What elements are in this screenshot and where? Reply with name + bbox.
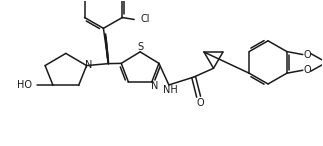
Text: O: O [197, 98, 204, 108]
Text: N: N [151, 81, 158, 91]
Text: Cl: Cl [140, 14, 150, 25]
Text: HO: HO [17, 80, 32, 90]
Text: O: O [304, 49, 312, 60]
Text: S: S [137, 42, 143, 52]
Text: NH: NH [163, 85, 178, 95]
Text: O: O [304, 65, 312, 75]
Text: N: N [85, 60, 92, 70]
